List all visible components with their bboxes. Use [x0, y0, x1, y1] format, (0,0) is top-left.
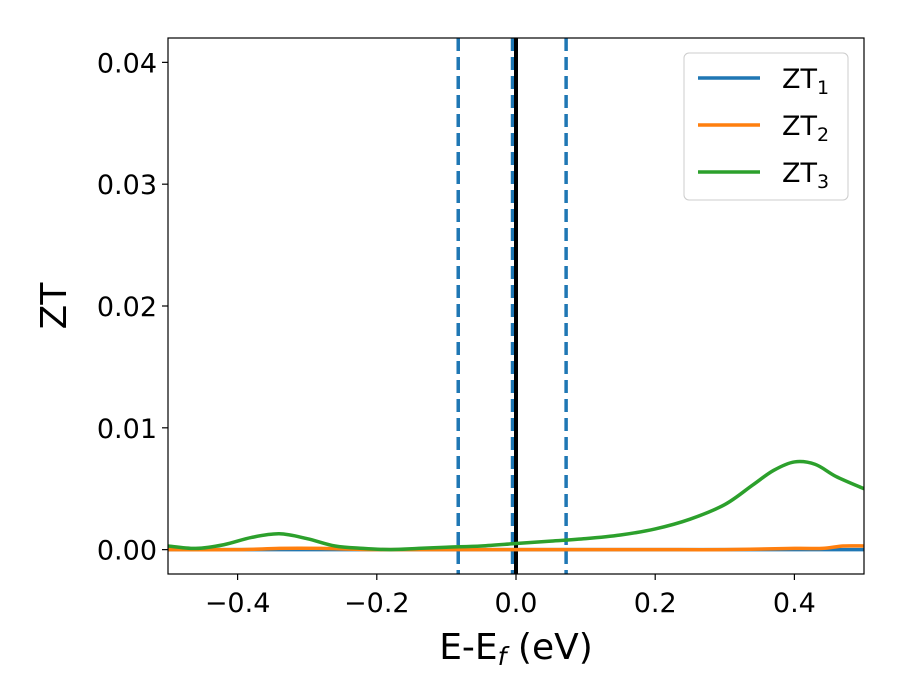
y-tick-label: 0.02 [97, 292, 157, 323]
y-tick-label: 0.04 [97, 48, 157, 79]
y-tick-label: 0.01 [97, 414, 157, 445]
legend-label-zt3: ZT3 [782, 158, 829, 193]
x-ticks: −0.4 −0.2 0.0 0.2 0.4 [205, 574, 816, 619]
legend-label-zt1: ZT1 [782, 64, 829, 99]
y-tick-label: 0.03 [97, 170, 157, 201]
x-tick-label: −0.2 [344, 588, 410, 619]
legend: ZT1 ZT2 ZT3 [683, 52, 849, 201]
legend-label-zt2: ZT2 [782, 111, 829, 146]
y-ticks: 0.00 0.01 0.02 0.03 0.04 [97, 48, 168, 567]
x-tick-label: −0.4 [205, 588, 271, 619]
x-tick-label: 0.4 [773, 588, 816, 619]
x-axis-title: E-Ef (eV) [439, 627, 593, 671]
series-line-zt3 [168, 459, 864, 552]
y-axis-title: ZT [34, 282, 75, 330]
y-tick-label: 0.00 [97, 536, 157, 567]
x-tick-label: 0.0 [495, 588, 538, 619]
series-lines [168, 459, 864, 552]
legend-box [683, 52, 849, 201]
series-line-zt2 [168, 544, 864, 552]
x-tick-label: 0.2 [634, 588, 677, 619]
vertical-lines [456, 38, 568, 574]
